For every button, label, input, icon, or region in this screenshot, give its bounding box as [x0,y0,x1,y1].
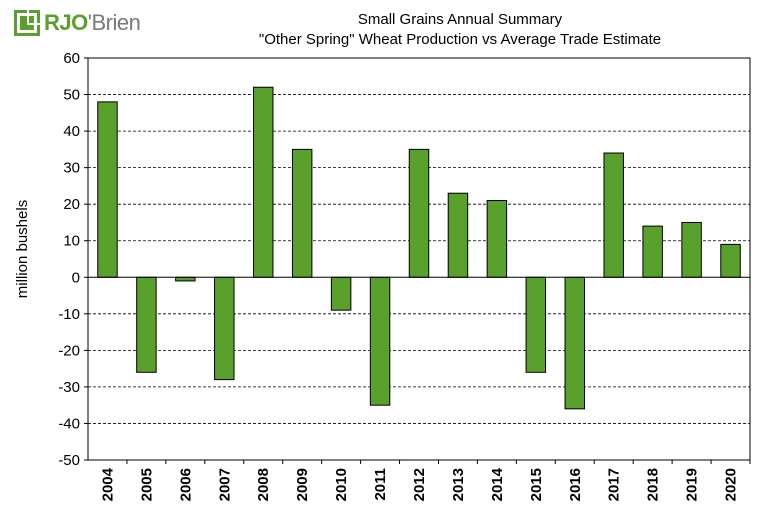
plot-area-frame [87,57,751,461]
bar-2018 [642,225,663,278]
x-tick-label: 2020 [723,468,740,501]
bar-2008 [253,86,274,278]
y-tick-label: 50 [63,87,80,104]
rjobrien-logo-mark-icon [14,10,40,36]
x-tick-label: 2005 [138,468,155,501]
x-tick-label: 2013 [450,468,467,501]
logo-wordmark: RJO'Brien [44,10,141,36]
x-tick-label: 2016 [567,468,584,501]
y-axis-ticks: 60 50 40 30 20 10 0 -10 -20 -30 -40 -50 [58,50,88,469]
x-tick-label: 2017 [606,468,623,501]
y-tick-label: 40 [63,123,80,140]
bar-2005 [136,276,157,373]
x-tick-label: 2007 [216,468,233,501]
bars [97,86,741,410]
bar-2010 [330,276,352,311]
bar-2009 [291,148,313,278]
x-tick-label: 2012 [411,468,428,501]
y-tick-label: 60 [63,50,80,67]
rjobrien-logo: RJO'Brien [14,10,141,36]
bar-2007 [214,276,235,381]
bar-2014 [486,200,508,278]
y-tick-label: 20 [63,196,80,213]
chart-title-block: Small Grains Annual Summary "Other Sprin… [160,10,760,50]
y-tick-label: -10 [58,306,80,323]
y-tick-label: -20 [58,342,80,359]
logo-apostrophe: ' [87,10,92,35]
x-tick-label: 2004 [99,467,116,501]
x-tick-label: 2009 [294,468,311,501]
y-tick-label: 0 [72,269,80,286]
chart-subtitle: "Other Spring" Wheat Production vs Avera… [258,31,662,48]
bar-2013 [447,192,469,278]
y-tick-label: -40 [58,415,80,432]
x-tick-label: 2015 [528,468,545,501]
y-tick-label: -30 [58,379,80,396]
x-tick-label: 2019 [684,468,701,501]
x-axis-ticks: 2004 2005 2006 2007 2008 2009 2010 2011 2012 2013… [99,460,751,501]
x-tick-label: 2008 [255,468,272,501]
y-tick-label: 30 [63,160,80,177]
y-axis-label: million bushels [14,200,31,298]
bar-2011 [369,276,391,406]
bar-2015 [525,276,547,373]
logo-rjo: RJO [44,10,88,35]
bar-2020 [720,243,741,278]
y-tick-label: -50 [58,452,80,469]
bar-2016 [564,276,586,410]
bar-2012 [408,148,430,278]
y-tick-label: 10 [63,233,80,250]
x-tick-label: 2018 [645,468,662,501]
x-tick-label: 2011 [372,468,389,501]
x-tick-label: 2010 [333,468,350,501]
bar-2004 [97,101,118,278]
x-tick-label: 2014 [489,467,506,501]
bar-2017 [603,152,624,278]
logo-brien: Brien [91,10,141,35]
bar-2019 [681,221,702,278]
x-tick-label: 2006 [177,468,194,501]
bar-2006 [175,276,196,282]
chart-title: Small Grains Annual Summary [357,11,563,28]
